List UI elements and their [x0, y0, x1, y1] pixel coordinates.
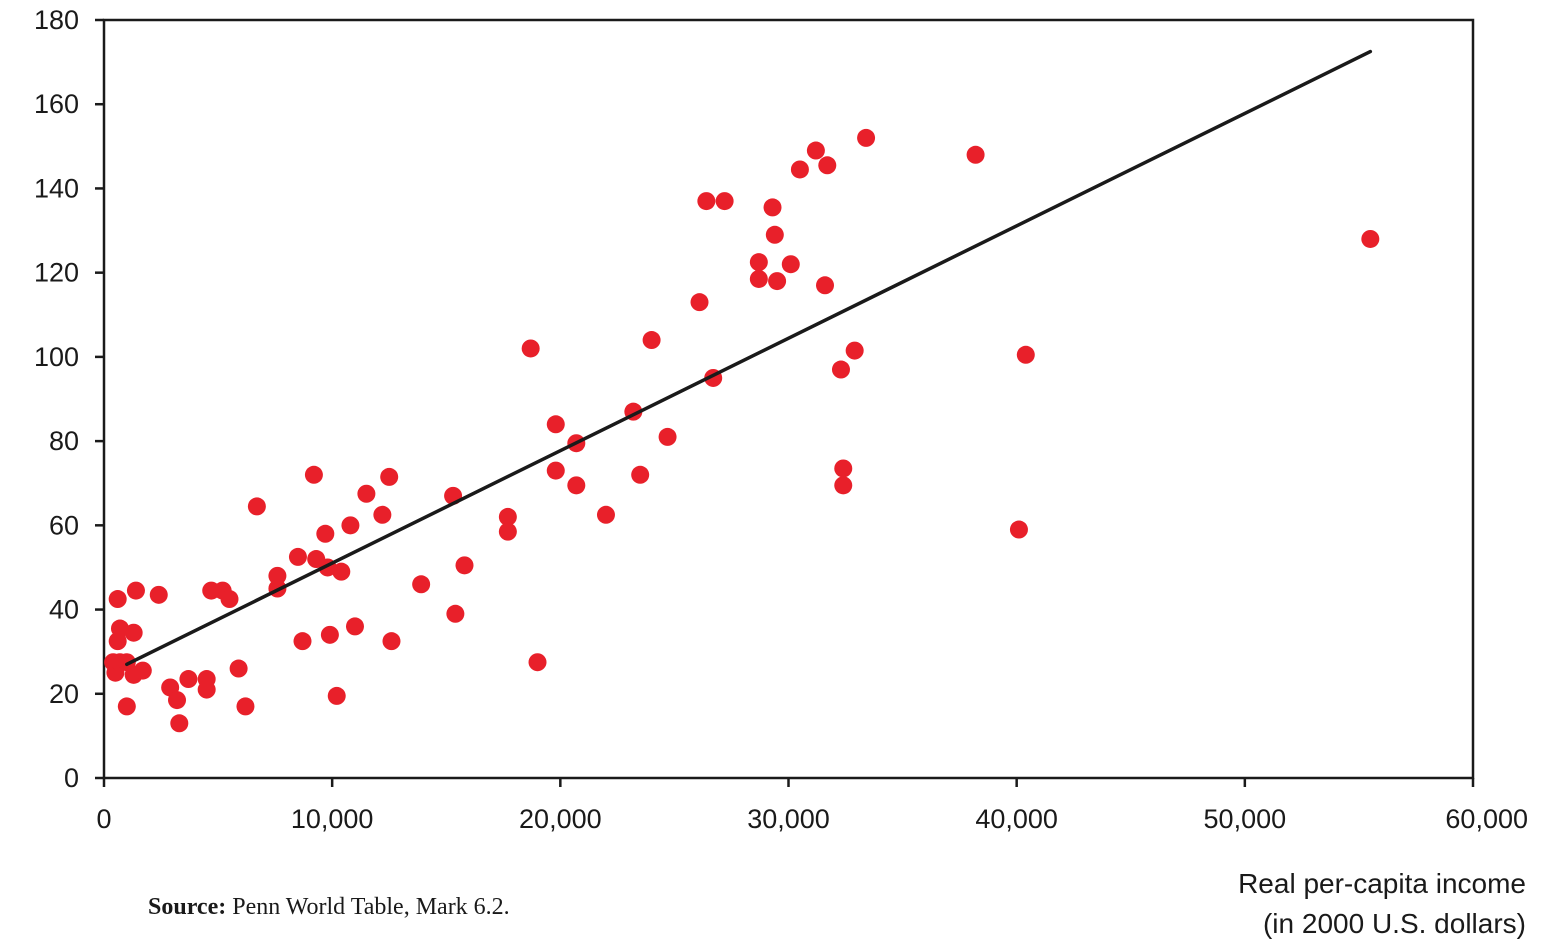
x-tick-label: 40,000 — [975, 804, 1058, 834]
data-point — [117, 697, 136, 716]
data-point — [332, 562, 351, 581]
data-point — [220, 590, 239, 609]
data-point — [806, 141, 825, 160]
data-point — [781, 255, 800, 274]
axes — [95, 18, 1475, 787]
data-point — [229, 659, 248, 678]
source-note-label: Source: — [148, 894, 227, 920]
y-tick-label: 100 — [34, 342, 79, 372]
data-point — [341, 516, 360, 535]
data-point — [236, 697, 255, 716]
data-point — [658, 427, 677, 446]
data-point — [765, 225, 784, 244]
data-point — [697, 192, 716, 211]
x-tick-label: 20,000 — [519, 804, 602, 834]
data-point — [834, 476, 853, 495]
data-point — [304, 465, 323, 484]
data-point — [1016, 345, 1035, 364]
plot-frame — [102, 18, 1475, 780]
data-point — [690, 293, 709, 312]
data-point — [179, 670, 198, 689]
data-point — [763, 198, 782, 217]
x-axis-label-line-1: Real per-capita income — [1238, 868, 1526, 899]
data-point — [831, 360, 850, 379]
data-point — [834, 459, 853, 478]
data-point — [857, 128, 876, 147]
x-tick-label: 30,000 — [747, 804, 830, 834]
data-point — [521, 339, 540, 358]
data-point — [126, 581, 145, 600]
data-point — [816, 276, 835, 295]
x-tick-label: 10,000 — [291, 804, 374, 834]
y-tick-label: 20 — [49, 679, 79, 709]
data-point — [749, 253, 768, 272]
trend-line — [125, 49, 1373, 667]
source-note: Source: Penn World Table, Mark 6.2. — [148, 894, 510, 921]
data-point — [197, 680, 216, 699]
data-point — [412, 575, 431, 594]
y-tick-label: 80 — [49, 426, 79, 456]
data-point — [818, 156, 837, 175]
data-point — [345, 617, 364, 636]
data-point — [1009, 520, 1028, 539]
source-note-text: Penn World Table, Mark 6.2. — [232, 894, 510, 920]
data-point — [966, 145, 985, 164]
x-tick-label: 0 — [96, 804, 111, 834]
data-point — [316, 524, 335, 543]
data-point — [446, 604, 465, 623]
data-point — [380, 467, 399, 486]
data-point — [546, 461, 565, 480]
data-point — [373, 505, 392, 524]
data-point — [382, 632, 401, 651]
data-point — [546, 415, 565, 434]
data-point — [170, 714, 189, 733]
tick-labels: 0 20 40 60 80 100 120 140 160 180 0 10,000 20,000 30,… — [34, 5, 1528, 834]
data-point — [320, 625, 339, 644]
x-tick-label: 60,000 — [1445, 804, 1528, 834]
data-point — [247, 497, 266, 516]
data-points — [104, 128, 1380, 733]
data-point — [498, 507, 517, 526]
data-point — [845, 341, 864, 360]
data-point — [133, 661, 152, 680]
data-point — [268, 566, 287, 585]
data-point — [327, 686, 346, 705]
data-point — [357, 484, 376, 503]
trend-line-group — [125, 49, 1373, 667]
data-point — [631, 465, 650, 484]
data-point — [288, 547, 307, 566]
data-point — [293, 632, 312, 651]
data-point — [567, 476, 586, 495]
data-point — [110, 619, 129, 638]
data-point — [715, 192, 734, 211]
x-tick-label: 50,000 — [1204, 804, 1287, 834]
y-tick-label: 160 — [34, 89, 79, 119]
y-tick-label: 0 — [64, 763, 79, 793]
y-tick-label: 120 — [34, 258, 79, 288]
y-tick-label: 40 — [49, 595, 79, 625]
data-point — [149, 585, 168, 604]
x-axis-label-line-2: (in 2000 U.S. dollars) — [1263, 908, 1526, 939]
data-point — [1361, 229, 1380, 248]
data-point — [749, 269, 768, 288]
data-point — [642, 331, 661, 350]
data-point — [455, 556, 474, 575]
data-point — [124, 623, 143, 642]
y-tick-label: 180 — [34, 5, 79, 35]
data-point — [108, 590, 127, 609]
y-tick-label: 140 — [34, 173, 79, 203]
data-point — [528, 653, 547, 672]
data-point — [498, 522, 517, 541]
y-tick-label: 60 — [49, 510, 79, 540]
data-point — [596, 505, 615, 524]
data-point — [768, 272, 787, 291]
data-point — [168, 691, 187, 710]
data-point — [790, 160, 809, 179]
